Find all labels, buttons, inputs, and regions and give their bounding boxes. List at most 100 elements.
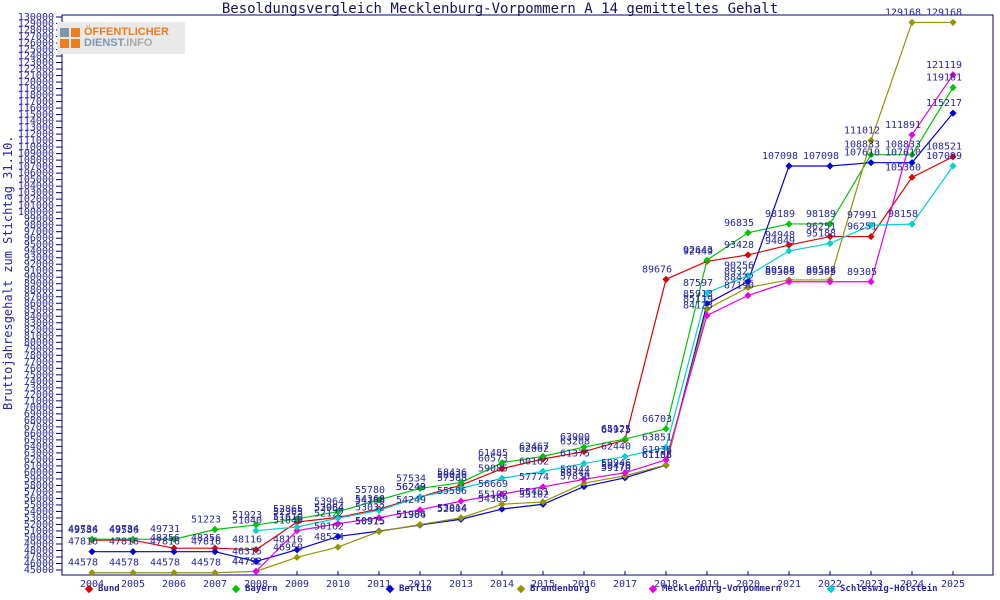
y-tick-label: 128000 <box>18 25 54 36</box>
y-tick-label: 81000 <box>24 331 54 342</box>
data-label: 47816 <box>150 537 180 548</box>
data-label: 51923 <box>232 510 262 521</box>
y-tick-label: 115000 <box>18 110 54 121</box>
y-tick-label: 107000 <box>18 162 54 173</box>
data-point <box>908 220 916 228</box>
y-tick-label: 105000 <box>18 175 54 186</box>
data-label: 129168 <box>926 7 962 18</box>
data-label: 48116 <box>273 535 303 546</box>
y-tick-label: 129000 <box>18 19 54 30</box>
y-tick-label: 50000 <box>24 532 54 543</box>
x-tick-label: 2012 <box>408 579 432 590</box>
data-label: 59946 <box>601 458 631 469</box>
data-label: 59476 <box>601 461 631 472</box>
data-label: 46315 <box>232 546 262 557</box>
data-label: 54168 <box>355 495 385 506</box>
data-label: 48524 <box>314 532 344 543</box>
data-label: 52122 <box>314 509 344 520</box>
series-line-schleswig-holstein <box>252 162 957 535</box>
data-point <box>580 475 588 483</box>
y-tick-label: 46000 <box>24 558 54 569</box>
data-label: 89588 <box>806 265 836 276</box>
x-tick-label: 2025 <box>941 579 965 590</box>
legend-marker-icon <box>84 584 94 594</box>
data-point <box>211 569 219 577</box>
y-tick-label: 120000 <box>18 77 54 88</box>
data-point <box>293 527 301 535</box>
x-tick-label: 2011 <box>367 579 391 590</box>
data-label: 62467 <box>519 441 549 452</box>
data-label: 49586 <box>68 525 98 536</box>
data-point <box>826 220 834 228</box>
data-point <box>621 435 629 443</box>
data-label: 52964 <box>314 503 344 514</box>
data-point <box>334 508 342 516</box>
data-label: 107098 <box>803 151 839 162</box>
data-label: 49734 <box>109 524 139 535</box>
legend-item-schleswig-holstein: Schleswig-Holstein <box>826 584 938 594</box>
data-label: 49734 <box>68 524 98 535</box>
data-label: 115217 <box>926 98 962 109</box>
y-tick-label: 89000 <box>24 279 54 290</box>
y-tick-label: 122000 <box>18 64 54 75</box>
data-point <box>211 525 219 534</box>
data-label: 57774 <box>519 472 549 483</box>
data-point <box>744 291 752 300</box>
data-point <box>129 548 137 556</box>
data-point <box>580 459 588 468</box>
data-point <box>293 546 301 554</box>
y-tick-label: 66000 <box>24 428 54 439</box>
y-tick-label: 68000 <box>24 415 54 426</box>
data-label: 51223 <box>191 515 221 526</box>
data-point <box>334 532 342 541</box>
x-tick-label: 2023 <box>859 579 883 590</box>
y-tick-label: 109000 <box>18 149 54 160</box>
y-tick-label: 100000 <box>18 207 54 218</box>
data-label: 92449 <box>683 246 713 257</box>
data-label: 44792 <box>232 556 262 567</box>
data-point <box>457 484 465 492</box>
series-path <box>255 165 954 532</box>
data-label: 59170 <box>601 463 631 474</box>
data-point <box>949 18 957 27</box>
y-tick-label: 112000 <box>18 129 54 140</box>
x-tick-label: 2006 <box>162 579 186 590</box>
data-point <box>949 109 957 117</box>
y-tick-label: 54000 <box>24 506 54 517</box>
data-point <box>88 548 96 556</box>
y-tick-label: 113000 <box>18 123 54 134</box>
legend-item-berlin: Berlin <box>385 584 432 594</box>
logo-line2a: DIENST <box>84 37 124 49</box>
data-label: 58344 <box>560 468 590 479</box>
data-label: 51610 <box>273 512 303 523</box>
y-tick-label: 114000 <box>18 116 54 127</box>
data-label: 51904 <box>396 510 426 521</box>
data-point <box>744 271 752 280</box>
data-label: 111891 <box>885 120 921 131</box>
series-path <box>92 156 954 551</box>
chart-title: Besoldungsvergleich Mecklenburg-Vorpomme… <box>221 1 779 17</box>
data-point <box>88 535 96 543</box>
data-label: 47816 <box>109 537 139 548</box>
x-tick-label: 2010 <box>326 579 350 590</box>
data-point <box>703 311 711 320</box>
y-tick-label: 92000 <box>24 259 54 270</box>
data-point <box>252 521 260 529</box>
data-label: 58436 <box>437 468 467 479</box>
series-path <box>92 21 953 574</box>
legend-marker-icon <box>648 584 658 594</box>
y-tick-label: 49000 <box>24 539 54 550</box>
data-label: 63900 <box>560 432 590 443</box>
x-tick-label: 2016 <box>572 579 596 590</box>
y-axis-title: Bruttojahresgehalt zum Stichtag 31.10. <box>1 135 15 410</box>
data-label: 50975 <box>355 516 385 527</box>
data-label: 62062 <box>519 444 549 455</box>
data-point <box>908 173 916 181</box>
y-tick-label: 67000 <box>24 422 54 433</box>
data-point <box>826 232 834 241</box>
y-tick-label: 75000 <box>24 370 54 381</box>
y-tick-label: 72000 <box>24 389 54 400</box>
data-point <box>539 498 547 506</box>
